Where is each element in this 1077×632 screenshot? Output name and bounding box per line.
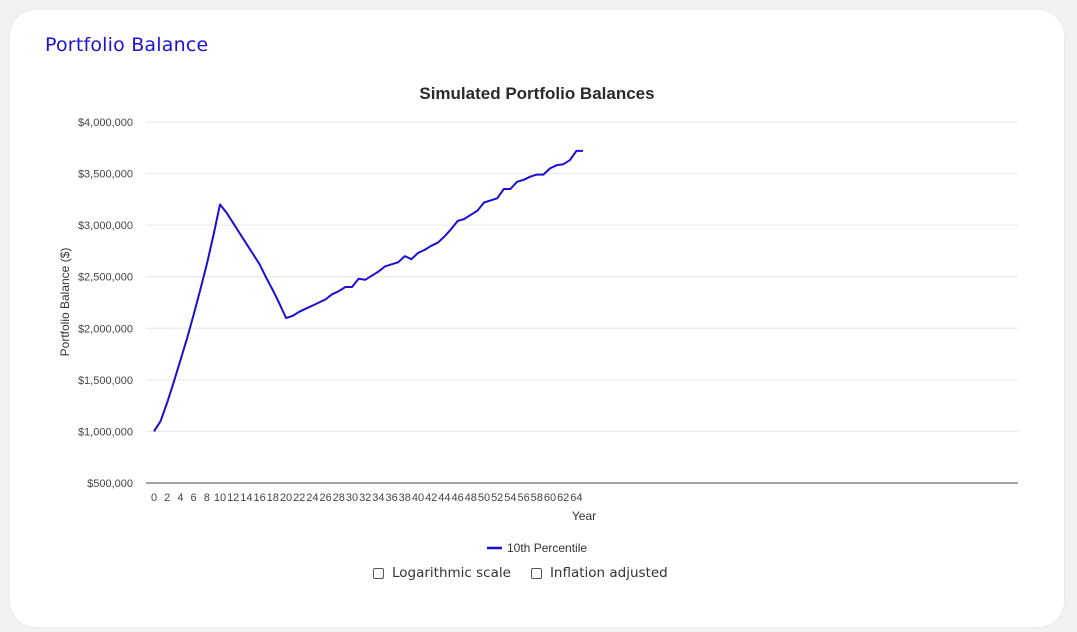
portfolio-balance-card: Portfolio Balance [10,10,1064,627]
x-tick-label: 12 [227,492,239,504]
inflation-adjusted-label: Inflation adjusted [549,565,668,581]
x-tick-label: 18 [267,492,279,504]
x-tick-label: 22 [293,492,305,504]
x-tick-label: 40 [412,492,424,504]
x-tick-label: 64 [570,492,582,504]
x-tick-label: 30 [346,492,358,504]
x-tick-label: 36 [385,492,397,504]
y-tick-label: $500,000 [87,478,133,490]
x-tick-label: 56 [517,492,529,504]
legend[interactable]: 10th Percentile [487,541,587,555]
y-tick-label: $2,500,000 [78,272,133,284]
grid-lines [146,121,1018,432]
x-tick-label: 20 [280,492,292,504]
x-tick-label: 24 [306,492,318,504]
logarithmic-scale-checkbox[interactable] [373,567,384,579]
x-tick-label: 34 [372,492,384,504]
x-tick-label: 16 [253,492,265,504]
x-tick-label: 60 [544,492,556,504]
logarithmic-scale-label: Logarithmic scale [392,565,511,581]
y-tick-label: $1,000,000 [78,426,133,438]
x-tick-label: 62 [557,492,569,504]
logarithmic-scale-option[interactable]: Logarithmic scale [373,565,511,581]
x-tick-label: 50 [478,492,490,504]
x-tick-label: 58 [531,492,543,504]
x-tick-label: 8 [204,492,210,504]
x-tick-label: 52 [491,492,503,504]
x-tick-label: 2 [164,492,170,504]
x-tick-label: 10 [214,492,226,504]
x-tick-label: 54 [504,492,516,504]
chart-options: Logarithmic scale Inflation adjusted [373,565,668,581]
x-tick-label: 44 [438,492,450,504]
series-line-10th-percentile [153,149,583,432]
x-tick-label: 6 [191,492,197,504]
x-tick-label: 0 [151,492,157,504]
x-axis-ticks: 0 2 4 6 8 10 12 14 16 18 20 22 24 26 28 30 32 34 36 38 40 42 4… [151,492,583,504]
x-tick-label: 26 [319,492,331,504]
x-tick-label: 48 [465,492,477,504]
x-tick-label: 38 [399,492,411,504]
y-axis-ticks: $500,000 $1,000,000 $1,500,000 $2,000,000 $2… [78,117,133,490]
x-tick-label: 42 [425,492,437,504]
x-tick-label: 46 [451,492,463,504]
inflation-adjusted-option[interactable]: Inflation adjusted [530,565,668,581]
chart-title: Simulated Portfolio Balances [419,84,654,103]
x-tick-label: 4 [177,492,183,504]
y-tick-label: $4,000,000 [78,117,133,129]
y-tick-label: $3,000,000 [78,220,133,232]
x-tick-label: 14 [240,492,252,504]
inflation-adjusted-checkbox[interactable] [530,567,542,579]
y-axis-label: Portfolio Balance ($) [58,248,72,357]
x-tick-label: 32 [359,492,371,504]
x-tick-label: 28 [333,492,345,504]
y-tick-label: $3,500,000 [78,169,133,181]
card-title: Portfolio Balance [45,34,209,56]
y-tick-label: $1,500,000 [78,375,133,387]
legend-label: 10th Percentile [507,541,587,555]
series-lines [153,149,583,432]
y-tick-label: $2,000,000 [78,323,133,335]
x-axis-label: Year [572,509,596,523]
